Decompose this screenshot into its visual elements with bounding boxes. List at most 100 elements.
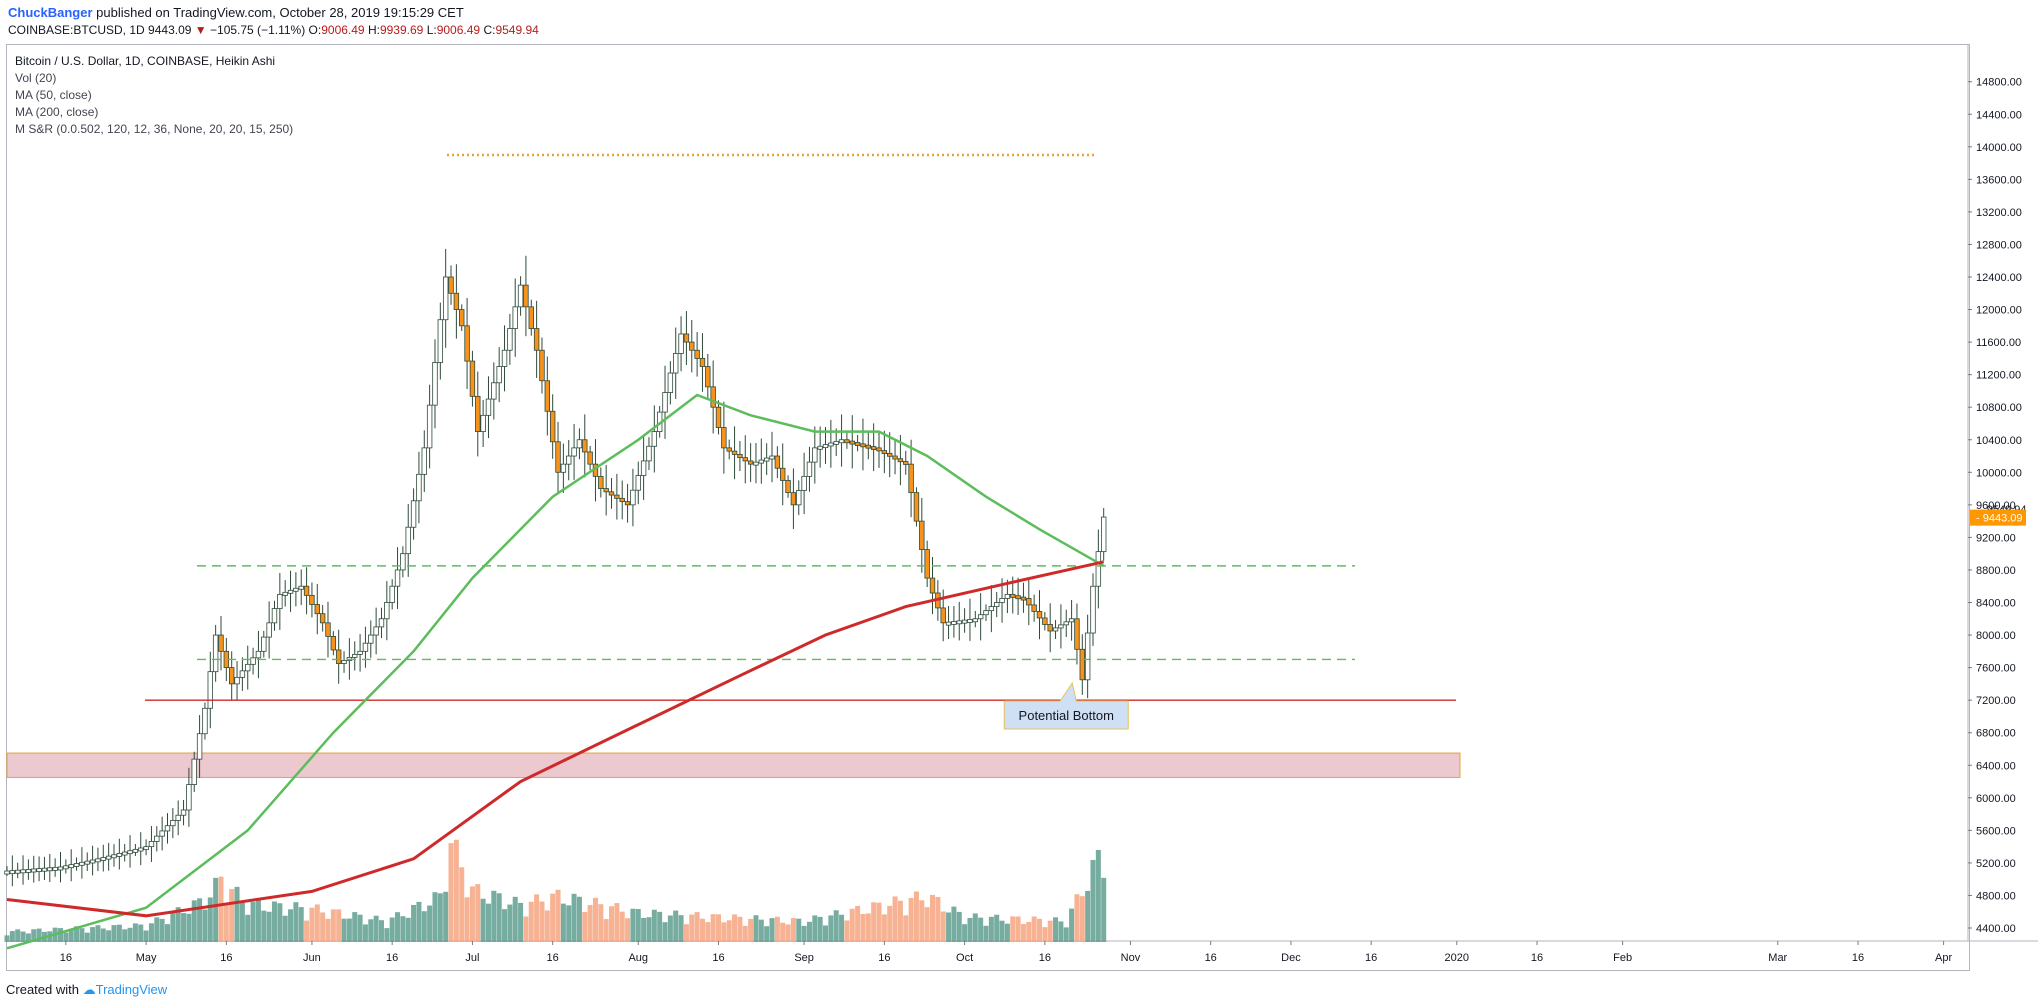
candle-body [512,306,518,329]
volume-bar [582,911,588,942]
candle-body [903,461,909,465]
candle-body [496,366,502,384]
volume-bar [84,932,90,942]
volume-bar [485,903,491,942]
candle-body [207,671,213,709]
x-tick-label: 16 [220,952,232,964]
volume-bar [1069,908,1075,942]
candle-body [132,848,139,853]
volume-bar [491,890,497,942]
y-tick-label: 7200.00 [1976,695,2016,707]
candle-body [416,473,422,502]
volume-bar [678,915,684,942]
candle-body [694,349,700,359]
candle-body [36,868,42,872]
legend-ma200[interactable]: MA (200, close) [15,105,99,119]
price-chart[interactable]: 4400.00 4800.00 5200.00 5600.00 6000.00 6400.… [0,0,2041,975]
volume-bar [737,916,743,942]
candle-body [501,349,508,367]
volume-bar [635,909,641,942]
volume-bar [277,903,283,942]
volume-bar [266,911,272,942]
volume-bar [127,927,133,942]
volume-bar [710,914,716,942]
candle-body [277,593,283,610]
low-value: 9006.49 [436,23,481,37]
volume-bar [956,911,962,942]
volume-bar [170,912,176,942]
candle-body [710,386,716,408]
candle-body [448,276,454,294]
candle-body [576,439,583,449]
legend-volume[interactable]: Vol (20) [15,71,57,85]
candle-body [89,859,96,864]
legend-ma50[interactable]: MA (50, close) [15,88,92,102]
volume-bar [726,920,732,942]
candle-body [218,634,224,652]
candle-body [967,619,973,623]
volume-bar [1095,849,1101,942]
chart-frame[interactable] [6,44,1970,971]
volume-bar [31,929,37,942]
x-tick-label: Feb [1613,952,1632,964]
volume-bar [732,914,738,942]
candle-body [892,455,898,460]
y-tick-label: 12400.00 [1976,272,2022,284]
candle-body [828,442,834,447]
candle-body [844,439,850,444]
candle-body [1015,595,1021,600]
volume-bar [609,906,615,942]
volume-bar [828,915,834,942]
volume-bar [694,912,700,942]
volume-bar [330,909,336,942]
candle-body [485,398,492,416]
candle-body [801,475,807,492]
volume-bar [132,923,138,942]
candle-body [442,276,449,321]
volume-bar [823,925,829,942]
y-tick-label: 10000.00 [1976,467,2022,479]
volume-bar [138,924,144,942]
candle-body [566,455,572,465]
candle-body [555,441,561,473]
candle-body [833,440,839,445]
candle-body [1026,598,1032,606]
legend-title[interactable]: Bitcoin / U.S. Dollar, 1D, COINBASE, Hei… [15,54,276,68]
volume-bar [587,905,593,942]
y-tick-label: 9200.00 [1976,532,2016,544]
volume-bar [1042,927,1048,942]
candle-body [1084,632,1091,681]
volume-bar [1058,921,1064,942]
candle-body [951,621,957,625]
volume-bar [261,910,267,942]
volume-bar [357,914,363,942]
volume-bar [972,913,978,942]
y-tick-label: 4400.00 [1976,923,2016,935]
y-tick-label: 7600.00 [1976,663,2016,675]
candle-body [608,491,615,496]
volume-bar [496,893,502,942]
candle-body [972,618,979,623]
volume-bar [239,901,245,942]
candle-body [887,452,893,457]
volume-bar [68,929,74,942]
candle-body [159,830,165,837]
candle-body [640,460,647,476]
footer-brand[interactable]: TradingView [95,982,168,997]
legend-msr[interactable]: M S&R (0.0.502, 120, 12, 36, None, 20, 2… [15,122,294,136]
volume-bar [448,843,454,942]
candle-body [673,353,679,374]
price-change: −105.75 (−1.11%) [210,23,306,37]
volume-bar [475,884,481,942]
candle-body [544,380,551,412]
candle-body [196,733,203,760]
candle-body [47,867,53,872]
author-link[interactable]: ChuckBanger [8,5,93,20]
volume-bar [507,904,513,942]
candle-body [549,410,556,443]
y-tick-label: 8000.00 [1976,630,2016,642]
candle-body [228,667,235,685]
open-value: 9006.49 [321,23,365,37]
candle-body [507,328,513,351]
tradingview-logo-icon[interactable]: ☁ [82,982,96,997]
